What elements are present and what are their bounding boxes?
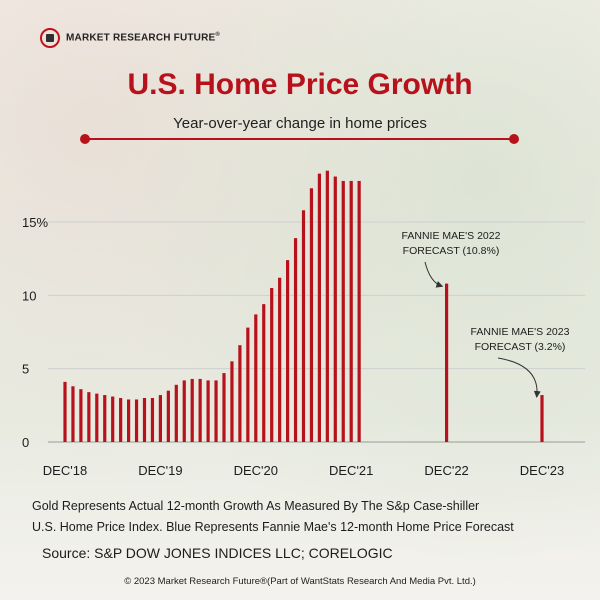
bar — [222, 373, 226, 442]
bar — [134, 399, 139, 442]
annotation-label: FANNIE MAE'S 2022 — [402, 230, 501, 242]
logo-icon — [40, 28, 60, 48]
x-tick-label: DEC'21 — [329, 463, 373, 478]
bar — [262, 304, 266, 442]
y-tick-label: 10 — [22, 288, 36, 303]
divider-dot-right — [509, 134, 519, 144]
annotation-label: FANNIE MAE'S 2023 — [471, 326, 570, 338]
annotation-label: FORECAST (10.8%) — [403, 245, 500, 257]
bar — [119, 398, 123, 442]
bar — [293, 238, 298, 442]
x-tick-label: DEC'19 — [138, 463, 182, 478]
bar — [142, 398, 147, 442]
bar — [238, 345, 242, 442]
bar — [341, 180, 345, 442]
bar — [71, 386, 75, 442]
bar — [198, 378, 202, 442]
bar — [270, 288, 274, 442]
x-tick-label: DEC'20 — [234, 463, 278, 478]
bar — [254, 314, 258, 442]
brand-name: MARKET RESEARCH FUTURE® — [66, 32, 220, 43]
annotation-arrow — [424, 261, 444, 288]
bar — [79, 389, 83, 442]
y-tick-label: 5 — [22, 362, 29, 377]
bar — [182, 380, 186, 442]
bar — [309, 188, 314, 442]
bar — [349, 180, 353, 442]
bar — [286, 260, 290, 442]
brand-name-text: MARKET RESEARCH FUTURE — [66, 32, 216, 44]
bar — [166, 390, 170, 442]
bar — [214, 380, 218, 442]
bar — [103, 395, 107, 442]
bar — [127, 399, 131, 442]
footnote: Gold Represents Actual 12-month Growth A… — [32, 496, 582, 538]
bar — [278, 277, 282, 442]
bar — [206, 380, 210, 442]
bar — [445, 283, 449, 442]
bar — [325, 170, 329, 442]
footnote-line-2: U.S. Home Price Index. Blue Represents F… — [32, 520, 514, 534]
chart-subtitle: Year-over-year change in home prices — [173, 115, 427, 132]
source-text: Source: S&P DOW JONES INDICES LLC; COREL… — [42, 545, 393, 561]
brand-registered-mark: ® — [215, 32, 221, 39]
annotation-label: FORECAST (3.2%) — [475, 341, 566, 353]
bar — [317, 173, 321, 442]
bar — [357, 180, 361, 442]
bar — [63, 381, 67, 442]
title-divider — [84, 138, 512, 140]
bar — [301, 210, 306, 442]
x-tick-label: DEC'23 — [520, 463, 564, 478]
copyright-text: © 2023 Market Research Future®(Part of W… — [124, 576, 476, 587]
bar — [111, 396, 115, 442]
bar — [174, 384, 178, 442]
chart-title: U.S. Home Price Growth — [127, 68, 473, 101]
y-tick-label: 0 — [22, 435, 29, 450]
bar — [87, 392, 91, 442]
divider-dot-left — [80, 134, 90, 144]
bar — [246, 327, 250, 442]
x-tick-label: DEC'18 — [43, 463, 87, 478]
bar — [540, 395, 544, 442]
bar — [158, 395, 162, 442]
bar — [230, 361, 234, 442]
bar — [190, 378, 194, 442]
bar — [333, 176, 337, 443]
x-tick-label: DEC'22 — [424, 463, 468, 478]
footnote-line-1: Gold Represents Actual 12-month Growth A… — [32, 499, 480, 513]
bar — [150, 398, 155, 442]
bar — [95, 393, 99, 442]
annotation-arrow — [497, 357, 541, 398]
y-tick-label: 15% — [22, 215, 48, 230]
brand-logo: MARKET RESEARCH FUTURE® — [40, 28, 220, 48]
